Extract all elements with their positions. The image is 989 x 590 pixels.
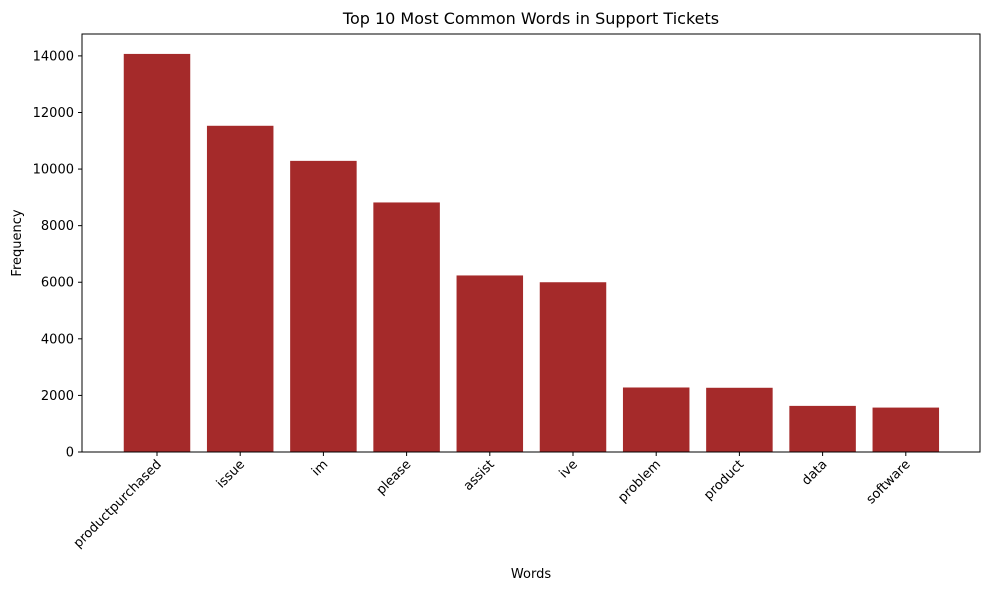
x-tick-label: software: [864, 457, 914, 507]
x-tick-label: problem: [615, 457, 664, 506]
y-tick-label: 12000: [33, 106, 74, 121]
y-tick-label: 4000: [41, 332, 74, 347]
y-tick-label: 6000: [41, 276, 74, 291]
plot-area: 0 2000 4000 6000 8000 10000 12000 14000 product…: [33, 33, 981, 551]
x-tick-label: assist: [461, 457, 498, 494]
y-tick-label: 14000: [33, 49, 74, 64]
y-tick-label: 10000: [33, 163, 74, 178]
bar-productpurchased: [123, 53, 191, 452]
x-tick-label: product: [701, 457, 747, 503]
y-tick-label: 8000: [41, 219, 74, 234]
bar-software: [872, 407, 940, 452]
chart-title: Top 10 Most Common Words in Support Tick…: [342, 9, 719, 28]
bar-issue: [206, 125, 274, 452]
bar-assist: [456, 275, 524, 452]
y-tick-label: 0: [66, 446, 74, 461]
y-axis: 0 2000 4000 6000 8000 10000 12000 14000: [33, 49, 82, 461]
x-axis-label: Words: [511, 567, 551, 582]
bar-please: [373, 202, 440, 452]
bar-product: [706, 387, 773, 452]
x-axis: productpurchased issue im please assist ive pr…: [71, 452, 914, 551]
bars-group: [123, 53, 940, 452]
x-tick-label: ive: [557, 457, 581, 481]
plot-frame: [81, 33, 981, 453]
bar-data: [789, 405, 856, 452]
x-tick-label: productpurchased: [71, 457, 165, 551]
x-tick-label: im: [309, 457, 331, 479]
bar-ive: [539, 282, 607, 452]
y-tick-label: 2000: [41, 389, 74, 404]
x-tick-label: data: [799, 457, 830, 488]
x-tick-label: issue: [214, 457, 248, 491]
bar-im: [290, 160, 357, 452]
bar-problem: [622, 387, 690, 452]
y-axis-label: Frequency: [10, 209, 25, 276]
x-tick-label: please: [374, 457, 415, 498]
